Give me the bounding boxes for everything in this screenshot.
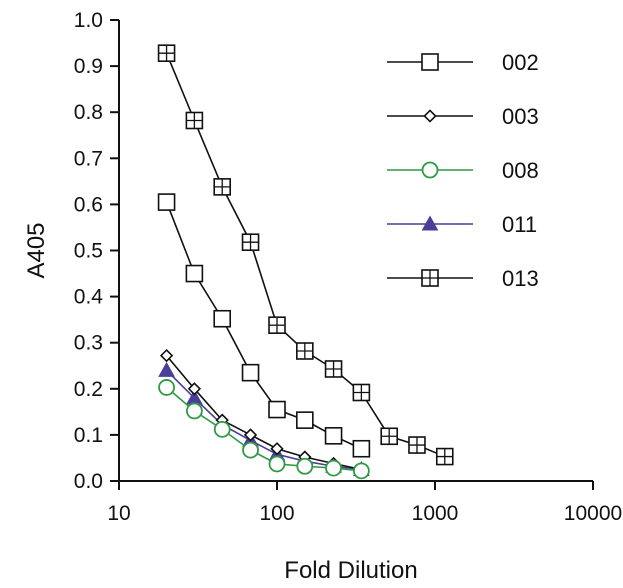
x-axis-title: Fold Dilution xyxy=(284,557,417,584)
data-point-boxplus xyxy=(421,269,439,287)
x-tick-label: 10000 xyxy=(564,502,622,525)
y-tick-label: 0.6 xyxy=(74,193,103,216)
legend-label: 008 xyxy=(502,158,539,183)
series-013 xyxy=(157,44,454,466)
x-tick-label: 10 xyxy=(107,502,130,525)
data-point-boxplus xyxy=(213,178,232,196)
data-point-boxplus xyxy=(408,436,426,454)
data-point-circle xyxy=(325,459,342,477)
axes: 0.0 0.1 0.2 0.3 0.4 0.5 0.6 0.7 0.8 0.9 1.0 10 100 10… xyxy=(74,9,622,525)
data-point-circle xyxy=(296,457,314,475)
legend-item-008: 008 xyxy=(387,158,539,183)
data-point-square xyxy=(352,439,371,458)
data-point-square xyxy=(324,427,343,445)
data-point-diamond xyxy=(187,382,202,396)
legend-item-013: 013 xyxy=(387,266,539,291)
data-point-square xyxy=(268,400,286,419)
data-point-boxplus xyxy=(241,233,260,252)
data-point-boxplus xyxy=(296,342,314,360)
legend-item-003: 003 xyxy=(387,104,539,129)
data-point-circle xyxy=(158,379,175,396)
legend-label: 013 xyxy=(502,266,539,291)
legend: 002 003 008 011 013 xyxy=(387,50,539,291)
series-002 xyxy=(157,193,371,458)
data-point-diamond xyxy=(270,442,284,456)
y-tick-label: 0.2 xyxy=(74,378,103,401)
data-point-triangle xyxy=(158,361,175,377)
data-point-circle xyxy=(213,420,231,438)
legend-item-011: 011 xyxy=(387,212,537,237)
data-point-square xyxy=(157,193,176,211)
series-008 xyxy=(158,379,370,480)
y-tick-label: 0.9 xyxy=(74,55,103,78)
data-point-boxplus xyxy=(185,111,204,130)
data-point-square xyxy=(213,309,232,328)
y-tick-label: 0.7 xyxy=(74,147,103,170)
x-tick-label: 100 xyxy=(259,502,294,525)
y-tick-label: 0.4 xyxy=(74,286,104,309)
data-point-circle xyxy=(242,441,259,459)
y-tick-label: 0.1 xyxy=(74,424,103,447)
data-point-boxplus xyxy=(324,360,343,378)
legend-label: 002 xyxy=(502,50,539,75)
y-tick-label: 0.0 xyxy=(74,470,103,493)
data-point-circle xyxy=(352,462,370,480)
data-point-diamond xyxy=(243,428,258,442)
data-point-circle xyxy=(268,455,286,473)
y-tick-label: 0.3 xyxy=(74,332,103,355)
data-point-square xyxy=(241,363,260,382)
data-point-circle xyxy=(421,161,439,179)
y-tick-label: 1.0 xyxy=(74,9,103,32)
data-point-boxplus xyxy=(157,44,176,62)
legend-label: 011 xyxy=(502,212,537,237)
series-line xyxy=(165,52,446,458)
data-point-square xyxy=(421,53,439,71)
data-point-square xyxy=(185,264,204,283)
data-point-diamond xyxy=(159,348,174,363)
x-tick-label: 1000 xyxy=(412,502,459,525)
data-point-boxplus xyxy=(380,427,398,446)
series-011 xyxy=(158,361,370,476)
data-point-diamond xyxy=(423,109,437,123)
legend-label: 003 xyxy=(502,104,539,129)
data-point-boxplus xyxy=(268,316,286,334)
y-tick-label: 0.8 xyxy=(74,101,103,124)
y-tick-label: 0.5 xyxy=(74,240,103,263)
legend-item-002: 002 xyxy=(387,50,539,75)
data-point-boxplus xyxy=(435,447,454,466)
plot-series xyxy=(157,44,454,480)
data-point-square xyxy=(296,411,314,429)
y-axis-title: A405 xyxy=(23,222,50,278)
data-point-triangle xyxy=(421,215,439,231)
data-point-circle xyxy=(185,402,203,420)
data-point-boxplus xyxy=(352,383,371,402)
